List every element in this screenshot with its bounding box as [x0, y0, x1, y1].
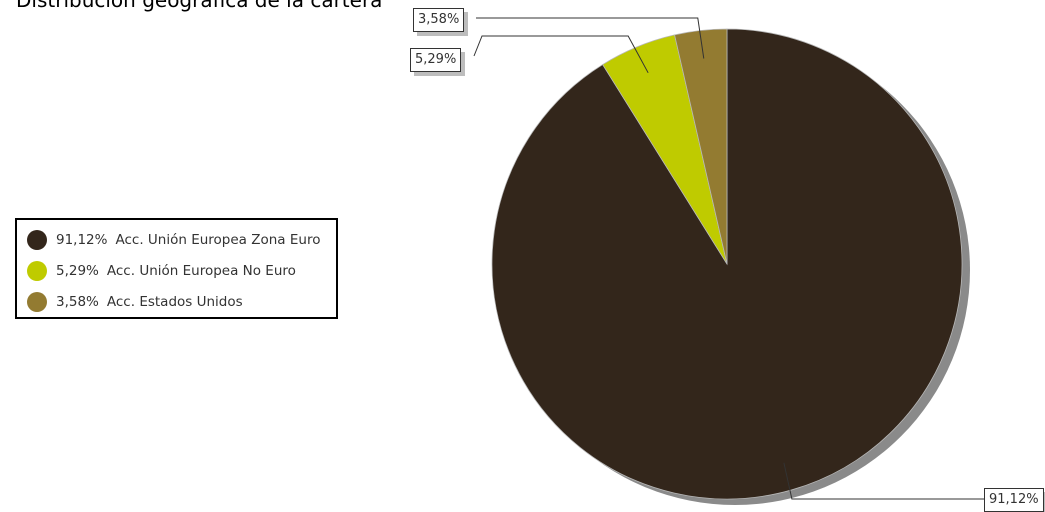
legend-swatch [27, 230, 47, 250]
legend-item-no-euro: 5,29% Acc. Unión Europea No Euro [27, 259, 296, 283]
chart-legend: 91,12% Acc. Unión Europea Zona Euro 5,29%… [15, 218, 338, 319]
legend-percentage: 91,12% [56, 232, 108, 248]
legend-swatch [27, 261, 47, 281]
legend-percentage: 3,58% [56, 294, 99, 310]
legend-item-zona-euro: 91,12% Acc. Unión Europea Zona Euro [27, 228, 320, 252]
leader-line-estados-unidos [476, 17, 705, 59]
leader-lines [473, 17, 984, 500]
chart-title: Distribución geográfica de la cartera [16, 0, 383, 12]
data-label-no-euro: 5,29% [410, 48, 462, 72]
leader-line-no-euro [473, 35, 649, 74]
leader-line-zona-euro [783, 462, 984, 500]
data-label-estados-unidos: 3,58% [413, 8, 465, 32]
legend-item-estados-unidos: 3,58% Acc. Estados Unidos [27, 290, 243, 314]
pie-slice-estados-unidos [674, 28, 728, 265]
legend-label: Acc. Unión Europea No Euro [106, 263, 296, 279]
legend-label: Acc. Unión Europea Zona Euro [115, 232, 321, 248]
pie-slices [491, 28, 963, 500]
legend-percentage: 5,29% [56, 263, 99, 279]
data-label-zona-euro: 91,12% [984, 488, 1044, 512]
legend-label: Acc. Estados Unidos [106, 294, 243, 310]
legend-swatch [27, 292, 47, 312]
